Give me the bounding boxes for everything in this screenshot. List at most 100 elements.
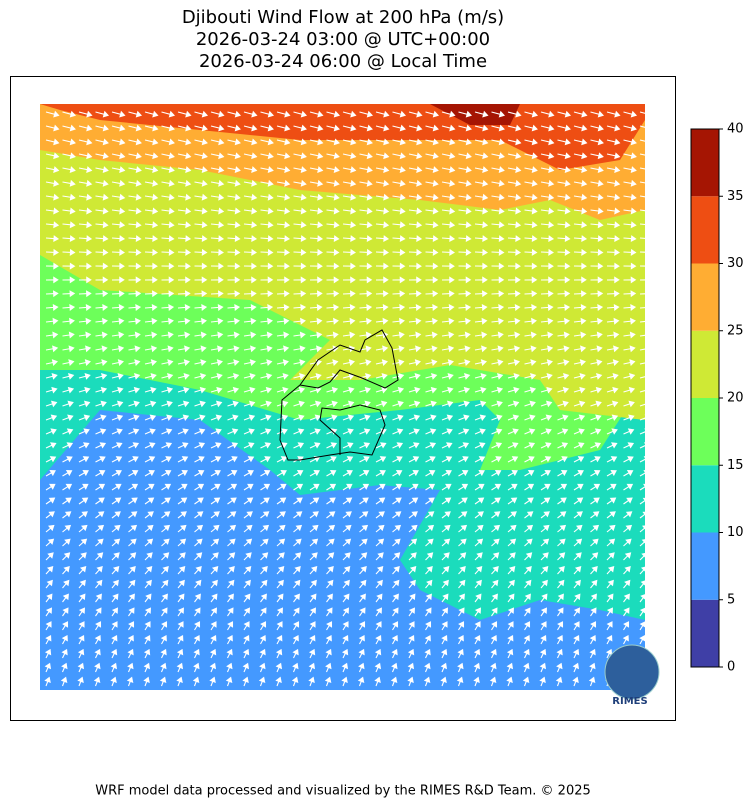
wind-arrow	[359, 152, 373, 160]
wind-arrow	[491, 497, 501, 505]
wind-arrow	[227, 400, 239, 408]
wind-arrow	[78, 372, 91, 380]
wind-arrow	[522, 676, 530, 687]
footer: WRF model data processed and visualized …	[95, 784, 591, 799]
wind-arrow	[441, 386, 454, 394]
wind-arrow	[441, 524, 451, 533]
wind-arrow	[210, 400, 223, 408]
wind-arrow	[258, 676, 266, 687]
wind-arrow	[540, 138, 555, 146]
wind-arrow	[309, 414, 322, 422]
wind-arrow	[392, 579, 400, 589]
wind-arrow	[557, 138, 571, 146]
title-line: Djibouti Wind Flow at 200 hPa (m/s)	[182, 7, 504, 28]
wind-arrow	[588, 676, 596, 687]
wind-arrow	[639, 525, 645, 533]
wind-arrow	[491, 442, 503, 449]
wind-arrow	[276, 359, 289, 366]
wind-arrow	[524, 221, 538, 229]
wind-arrow	[474, 538, 484, 547]
wind-arrow	[458, 552, 467, 561]
wind-arrow	[375, 124, 390, 132]
wind-arrow	[177, 511, 187, 519]
wind-arrow	[623, 621, 630, 631]
wind-arrow	[210, 331, 224, 339]
wind-arrow	[392, 470, 403, 477]
wind-arrow	[639, 279, 645, 281]
wind-arrow	[128, 235, 142, 243]
wind-arrow	[474, 262, 488, 270]
wind-arrow	[623, 442, 635, 449]
wind-arrow	[639, 181, 645, 184]
wind-arrow	[392, 607, 399, 617]
wind-arrow	[573, 372, 586, 380]
wind-arrow	[458, 248, 472, 256]
wind-arrow	[441, 497, 452, 505]
wind-arrow	[491, 579, 499, 589]
wind-arrow	[144, 276, 158, 284]
wind-arrow	[227, 511, 237, 519]
wind-arrow	[606, 442, 618, 449]
wind-arrow	[293, 110, 308, 118]
wind-arrow	[491, 456, 502, 463]
wind-arrow	[540, 428, 552, 435]
wind-arrow	[194, 538, 203, 547]
wind-arrow	[540, 152, 555, 160]
wind-arrow	[524, 593, 531, 603]
wind-arrow	[308, 648, 316, 659]
wind-arrow	[572, 648, 580, 659]
wind-arrow	[606, 331, 620, 339]
wind-arrow	[95, 124, 109, 132]
wind-arrow	[95, 386, 108, 394]
wind-arrow	[639, 400, 645, 407]
wind-arrow	[441, 359, 454, 366]
wind-arrow	[95, 331, 108, 339]
wind-arrow	[45, 179, 60, 187]
wind-arrow	[276, 634, 283, 645]
wind-arrow	[375, 607, 382, 617]
wind-arrow	[408, 221, 423, 229]
wind-arrow	[110, 676, 117, 687]
wind-arrow	[606, 166, 621, 173]
wind-arrow	[227, 152, 241, 160]
wind-arrow	[573, 166, 588, 173]
wind-arrow	[441, 166, 456, 173]
wind-arrow	[507, 428, 519, 435]
wind-arrow	[111, 166, 126, 173]
wind-arrow	[161, 235, 175, 243]
wind-arrow	[326, 566, 334, 575]
wind-arrow	[407, 662, 415, 673]
wind-arrow	[458, 152, 472, 160]
wind-arrow	[243, 607, 250, 617]
wind-arrow	[326, 359, 339, 366]
wind-arrow	[276, 593, 284, 603]
wind-arrow	[128, 414, 140, 422]
wind-arrow	[62, 456, 73, 463]
wind-arrow	[62, 524, 72, 533]
wind-arrow	[441, 414, 454, 422]
wind-arrow	[243, 110, 258, 118]
wind-arrow	[45, 110, 60, 118]
wind-arrow	[144, 483, 155, 491]
wind-arrow	[111, 566, 120, 575]
wind-arrow	[144, 207, 159, 215]
wind-arrow	[293, 538, 302, 547]
wind-arrow	[557, 607, 564, 617]
wind-arrow	[128, 138, 142, 146]
wind-arrow	[540, 470, 551, 477]
wind-arrow	[95, 428, 107, 435]
wind-arrow	[507, 634, 514, 645]
wind-arrow	[606, 400, 619, 408]
wind-arrow	[276, 497, 287, 505]
wind-arrow	[458, 414, 470, 422]
wind-arrow	[623, 303, 637, 311]
wind-arrow	[590, 538, 599, 547]
wind-arrow	[375, 110, 390, 118]
region	[430, 104, 520, 125]
wind-arrow	[639, 167, 645, 170]
wind-arrow	[161, 372, 174, 380]
wind-arrow	[342, 386, 355, 394]
wind-arrow	[111, 497, 122, 505]
wind-arrow	[128, 621, 135, 631]
wind-arrow	[524, 359, 537, 366]
